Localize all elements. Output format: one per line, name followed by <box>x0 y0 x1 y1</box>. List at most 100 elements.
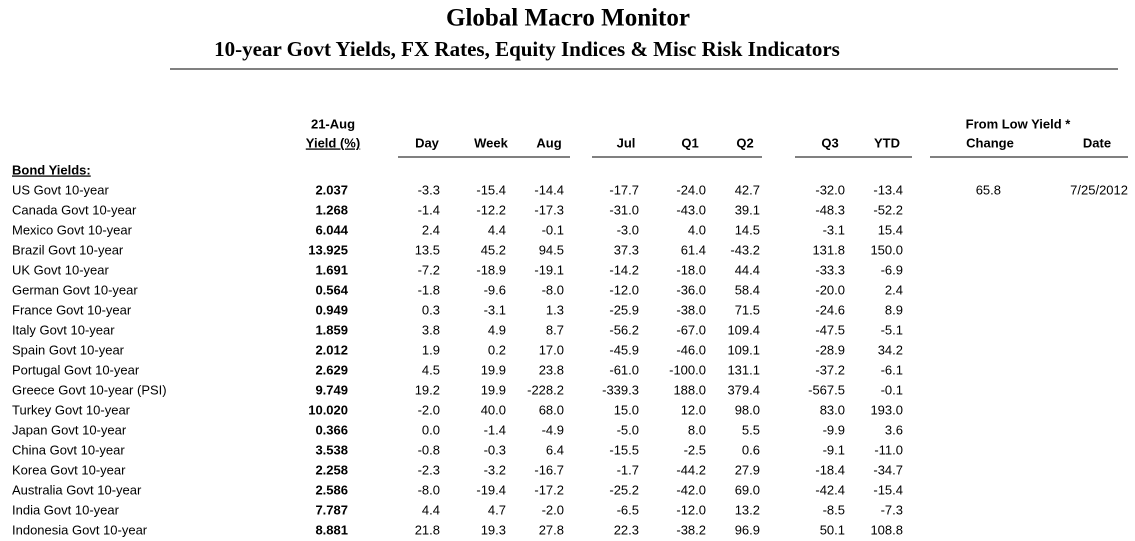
cell: 13.925 <box>308 242 348 257</box>
cell: 379.4 <box>727 382 760 397</box>
row-label: Japan Govt 10-year <box>12 422 127 437</box>
row-label: US Govt 10-year <box>12 182 109 197</box>
row-label: German Govt 10-year <box>12 282 138 297</box>
column-header: YTD <box>874 135 900 150</box>
cell: 4.4 <box>488 222 506 237</box>
cell: -52.2 <box>873 202 903 217</box>
cell: 4.7 <box>488 502 506 517</box>
section-label: Bond Yields: <box>12 162 91 177</box>
cell: -1.4 <box>484 422 506 437</box>
cell: 83.0 <box>820 402 845 417</box>
cell: 0.564 <box>315 282 348 297</box>
cell: 1.268 <box>315 202 348 217</box>
cell: -9.9 <box>823 422 845 437</box>
cell: 0.2 <box>488 342 506 357</box>
cell: 2.586 <box>315 482 348 497</box>
group-header: From Low Yield * <box>966 116 1072 131</box>
row-label: France Govt 10-year <box>12 302 132 317</box>
cell: -3.0 <box>617 222 639 237</box>
cell: 23.8 <box>539 362 564 377</box>
cell: -38.2 <box>676 522 706 537</box>
cell: -19.4 <box>476 482 506 497</box>
cell: 131.8 <box>812 242 845 257</box>
cell: -3.1 <box>484 302 506 317</box>
cell: 13.5 <box>415 242 440 257</box>
row-label: Canada Govt 10-year <box>12 202 137 217</box>
cell: -2.0 <box>542 502 564 517</box>
cell: -1.8 <box>418 282 440 297</box>
cell: 3.538 <box>315 442 348 457</box>
cell: 19.3 <box>481 522 506 537</box>
cell: -20.0 <box>815 282 845 297</box>
cell: -339.3 <box>602 382 639 397</box>
cell: -28.9 <box>815 342 845 357</box>
cell: -15.4 <box>873 482 903 497</box>
cell: -31.0 <box>609 202 639 217</box>
cell: -48.3 <box>815 202 845 217</box>
cell: 69.0 <box>735 482 760 497</box>
cell: 3.8 <box>422 322 440 337</box>
cell: 131.1 <box>727 362 760 377</box>
cell: -24.0 <box>676 182 706 197</box>
cell: 14.5 <box>735 222 760 237</box>
cell: 42.7 <box>735 182 760 197</box>
cell: -228.2 <box>527 382 564 397</box>
cell: -14.4 <box>534 182 564 197</box>
cell: -25.9 <box>609 302 639 317</box>
row-label: Mexico Govt 10-year <box>12 222 133 237</box>
cell: -36.0 <box>676 282 706 297</box>
cell: -5.1 <box>881 322 903 337</box>
cell: 0.3 <box>422 302 440 317</box>
cell: -0.3 <box>484 442 506 457</box>
cell: 2.4 <box>885 282 903 297</box>
cell: -3.1 <box>823 222 845 237</box>
cell: 27.9 <box>735 462 760 477</box>
cell: -12.0 <box>609 282 639 297</box>
cell: -567.5 <box>808 382 845 397</box>
cell: 22.3 <box>614 522 639 537</box>
cell: 98.0 <box>735 402 760 417</box>
cell: 15.4 <box>878 222 903 237</box>
cell: -4.9 <box>542 422 564 437</box>
cell: 4.5 <box>422 362 440 377</box>
cell: -15.5 <box>609 442 639 457</box>
cell: 188.0 <box>673 382 706 397</box>
cell: -42.4 <box>815 482 845 497</box>
cell: -6.9 <box>881 262 903 277</box>
cell: -7.3 <box>881 502 903 517</box>
cell: 19.2 <box>415 382 440 397</box>
cell: 65.8 <box>976 182 1001 197</box>
cell: -45.9 <box>609 342 639 357</box>
cell: -2.5 <box>684 442 706 457</box>
cell: -6.5 <box>617 502 639 517</box>
cell: -19.1 <box>534 262 564 277</box>
subtitle: 10-year Govt Yields, FX Rates, Equity In… <box>214 37 840 61</box>
cell: 39.1 <box>735 202 760 217</box>
cell: 2.037 <box>315 182 348 197</box>
cell: -56.2 <box>609 322 639 337</box>
row-label: Korea Govt 10-year <box>12 462 126 477</box>
cell: -18.9 <box>476 262 506 277</box>
cell: 2.258 <box>315 462 348 477</box>
cell: 5.5 <box>742 422 760 437</box>
cell: 45.2 <box>481 242 506 257</box>
cell: 94.5 <box>539 242 564 257</box>
cell: 108.8 <box>870 522 903 537</box>
cell: -3.2 <box>484 462 506 477</box>
cell: 2.629 <box>315 362 348 377</box>
cell: -0.8 <box>418 442 440 457</box>
cell: -13.4 <box>873 182 903 197</box>
row-label: Brazil Govt 10-year <box>12 242 124 257</box>
cell: -18.4 <box>815 462 845 477</box>
cell: -2.3 <box>418 462 440 477</box>
row-label: UK Govt 10-year <box>12 262 109 277</box>
cell: 13.2 <box>735 502 760 517</box>
row-label: Greece Govt 10-year (PSI) <box>12 382 167 397</box>
cell: -43.2 <box>730 242 760 257</box>
cell: -46.0 <box>676 342 706 357</box>
cell: -18.0 <box>676 262 706 277</box>
row-label: Portugal Govt 10-year <box>12 362 140 377</box>
cell: 0.366 <box>315 422 348 437</box>
cell: 27.8 <box>539 522 564 537</box>
cell: 4.9 <box>488 322 506 337</box>
